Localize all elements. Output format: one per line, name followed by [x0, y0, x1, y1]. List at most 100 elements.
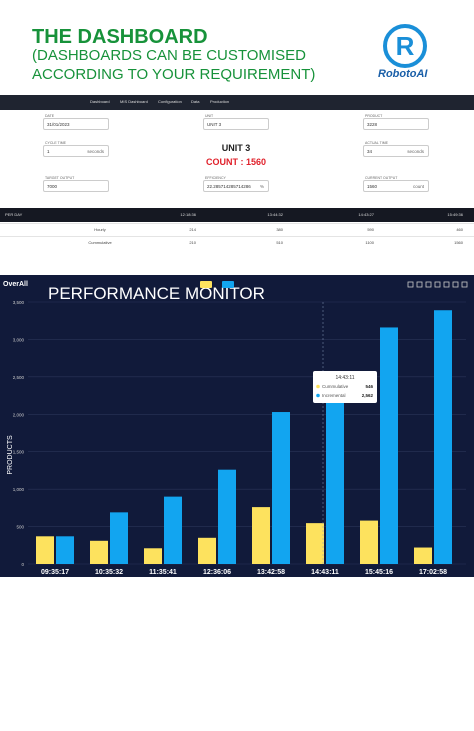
tool-icon[interactable] — [425, 281, 432, 288]
input-value: 34 — [367, 149, 373, 154]
input[interactable]: 1560 count — [363, 180, 429, 192]
table-cell: 214 — [189, 227, 196, 232]
nav-item[interactable]: MIS Dashboard — [120, 99, 148, 104]
bar — [164, 496, 182, 564]
input-value: 31/01/2023 — [47, 122, 70, 127]
nav-item[interactable]: Production — [210, 99, 230, 104]
input-unit: seconds — [407, 149, 424, 154]
table-cell: Cummulative — [88, 240, 112, 245]
input-value: UNIT 3 — [207, 122, 222, 127]
chart-title: PERFORMANCE MONITOR — [48, 284, 265, 303]
x-tick-label: 13:42:58 — [257, 569, 285, 576]
tooltip-dot — [316, 384, 320, 389]
bar — [90, 540, 108, 564]
input[interactable]: 1 seconds — [43, 145, 109, 157]
x-tick-label: 11:35:41 — [149, 569, 177, 576]
y-tick-label: 3,500 — [13, 300, 25, 305]
y-tick-label: 1,000 — [13, 487, 25, 492]
tool-icon[interactable] — [461, 281, 468, 288]
table-header-band — [0, 208, 474, 222]
nav-item[interactable]: Data — [191, 99, 200, 104]
bar — [326, 372, 344, 564]
input[interactable]: UNIT 3 — [203, 118, 269, 130]
input[interactable]: 3228 — [363, 118, 429, 130]
chart: OverAll PERFORMANCE MONITOR PRODUCTS 0 50… — [0, 275, 474, 577]
table-header: PER DAY — [5, 212, 23, 217]
subtitle: ACCORDING TO YOUR REQUIREMENT) — [32, 66, 316, 83]
tool-icon[interactable] — [407, 281, 414, 288]
bar — [414, 547, 432, 564]
tool-icon[interactable] — [434, 281, 441, 288]
logo-text: RobotoAI — [378, 68, 428, 80]
tooltip-value: 2,562 — [362, 393, 374, 398]
field-label: UNIT — [205, 114, 214, 118]
bar — [218, 469, 236, 564]
nav-item[interactable]: Configuration — [158, 99, 182, 104]
field-label: DATE — [45, 114, 55, 118]
field-label: EFFICIENCY — [205, 176, 226, 180]
tool-icon[interactable] — [452, 281, 459, 288]
field-label: ACTUAL TIME — [365, 141, 388, 145]
tool-icon[interactable] — [416, 281, 423, 288]
input-value: 1560 — [367, 184, 378, 189]
field-label: CURRENT OUTPUT — [365, 176, 398, 180]
bar — [360, 520, 378, 564]
y-tick-label: 0 — [21, 562, 24, 567]
input[interactable]: 34 seconds — [363, 145, 429, 157]
bar — [36, 536, 54, 564]
chart-bg — [0, 275, 474, 577]
y-tick-label: 3,000 — [13, 337, 25, 342]
bar — [434, 310, 452, 564]
tooltip-label: Cummulative — [322, 384, 349, 389]
count-text: COUNT : 1560 — [205, 157, 267, 167]
legend-swatch — [222, 281, 234, 288]
input-unit: % — [259, 184, 264, 189]
input[interactable]: 22.285714285714286% — [203, 180, 269, 192]
tooltip-title: 14:43:11 — [335, 375, 354, 381]
bar — [252, 507, 270, 564]
field-label: PRODUCT — [365, 114, 383, 118]
tooltip-label: Incremental — [322, 393, 346, 398]
row-rule — [0, 236, 474, 237]
nav-item[interactable]: Dashboard — [90, 99, 110, 104]
table-header: 14:43:27 — [358, 212, 374, 217]
table-header: 12:18:36 — [180, 212, 196, 217]
table-cell: 1100 — [365, 240, 374, 245]
tool-icon[interactable] — [443, 281, 450, 288]
field-label: TARGET OUTPUT — [45, 176, 75, 180]
tooltip — [313, 371, 377, 403]
input-unit: seconds — [87, 149, 104, 154]
x-tick-label: 09:35:17 — [41, 569, 69, 576]
y-tick-label: 2,500 — [13, 375, 25, 380]
y-tick-label: 2,000 — [13, 412, 25, 417]
bar — [110, 512, 128, 564]
input[interactable]: 31/01/2023 — [43, 118, 109, 130]
table-cell: 460 — [456, 227, 463, 232]
table-cell: Hourly — [94, 227, 106, 232]
bar — [144, 548, 162, 564]
y-tick-label: 1,500 — [13, 450, 25, 455]
bar — [56, 536, 74, 564]
table-header: 15:49:36 — [447, 212, 463, 217]
x-tick-label: 14:43:11 — [311, 569, 339, 576]
nav-bar: Dashboard MIS Dashboard Configuration Data P… — [0, 95, 474, 110]
subtitle: (DASHBOARDS CAN BE CUSTOMISED — [32, 47, 306, 64]
input-unit: count — [412, 184, 424, 189]
legend-swatch — [200, 281, 212, 288]
x-tick-label: 15:45:16 — [365, 569, 393, 576]
input-value: 22.285714285714286 — [207, 184, 251, 189]
input[interactable]: 7000 — [43, 180, 109, 192]
tooltip-dot — [316, 393, 320, 398]
x-tick-label: 17:02:58 — [419, 569, 447, 576]
logo: R — [383, 24, 427, 68]
table-cell: 380 — [276, 227, 283, 232]
unit-title: UNIT 3 — [221, 143, 251, 153]
bar — [306, 523, 324, 564]
x-tick-label: 10:35:32 — [95, 569, 123, 576]
panel-label: OverAll — [3, 281, 28, 288]
tooltip-value: 546 — [365, 384, 373, 389]
table-cell: 510 — [276, 240, 283, 245]
toolbox — [407, 281, 468, 288]
bar — [198, 537, 216, 564]
